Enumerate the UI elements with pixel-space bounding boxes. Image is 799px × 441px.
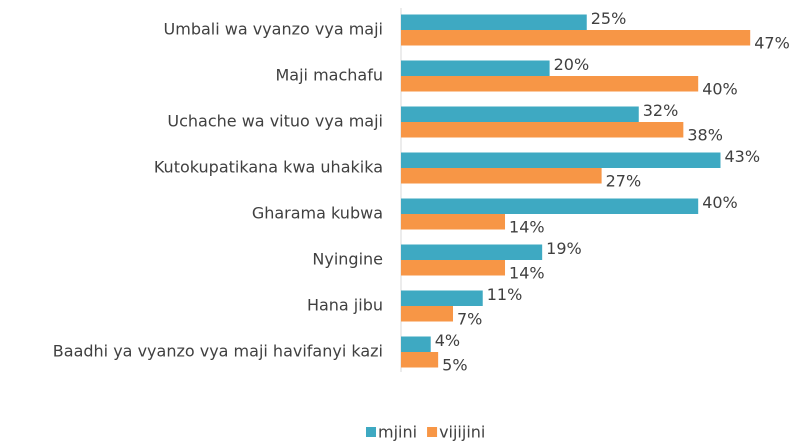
bar	[401, 306, 454, 322]
legend-swatch	[427, 427, 438, 437]
data-label: 14%	[509, 217, 545, 236]
data-label: 11%	[487, 285, 523, 304]
data-label: 47%	[754, 33, 790, 52]
category-label: Nyingine	[312, 250, 383, 269]
bar	[401, 106, 639, 122]
bar	[401, 152, 721, 168]
category-label: Kutokupatikana kwa uhakika	[154, 158, 383, 177]
bar	[401, 122, 684, 138]
legend-swatch	[366, 427, 376, 437]
bar	[401, 198, 699, 214]
category-label: Gharama kubwa	[252, 204, 383, 223]
data-label: 40%	[702, 193, 738, 212]
data-label: 32%	[643, 101, 679, 120]
data-label: 14%	[509, 263, 545, 282]
data-label: 43%	[724, 147, 760, 166]
bar	[401, 214, 506, 230]
data-label: 40%	[702, 79, 738, 98]
category-label: Maji machafu	[276, 66, 384, 85]
data-label: 27%	[606, 171, 642, 190]
bar	[401, 168, 602, 184]
bar	[401, 30, 751, 46]
bar	[401, 336, 431, 352]
data-label: 7%	[457, 309, 482, 328]
data-label: 38%	[687, 125, 723, 144]
category-label: Hana jibu	[307, 296, 383, 315]
legend-label: vijijini	[439, 423, 485, 441]
bar	[401, 14, 587, 30]
bar	[401, 60, 550, 76]
category-label: Umbali wa vyanzo vya maji	[164, 20, 383, 39]
data-label: 19%	[546, 239, 582, 258]
bar	[401, 76, 699, 92]
category-label: Uchache wa vituo vya maji	[167, 112, 383, 131]
data-label: 25%	[591, 9, 627, 28]
data-label: 20%	[554, 55, 590, 74]
category-label: Baadhi ya vyanzo vya maji havifanyi kazi	[53, 342, 383, 361]
bar	[401, 244, 543, 260]
bar	[401, 352, 439, 368]
data-label: 4%	[435, 331, 460, 350]
legend-label: mjini	[378, 423, 417, 441]
bar	[401, 260, 506, 276]
data-label: 5%	[442, 355, 467, 374]
bar	[401, 290, 483, 306]
